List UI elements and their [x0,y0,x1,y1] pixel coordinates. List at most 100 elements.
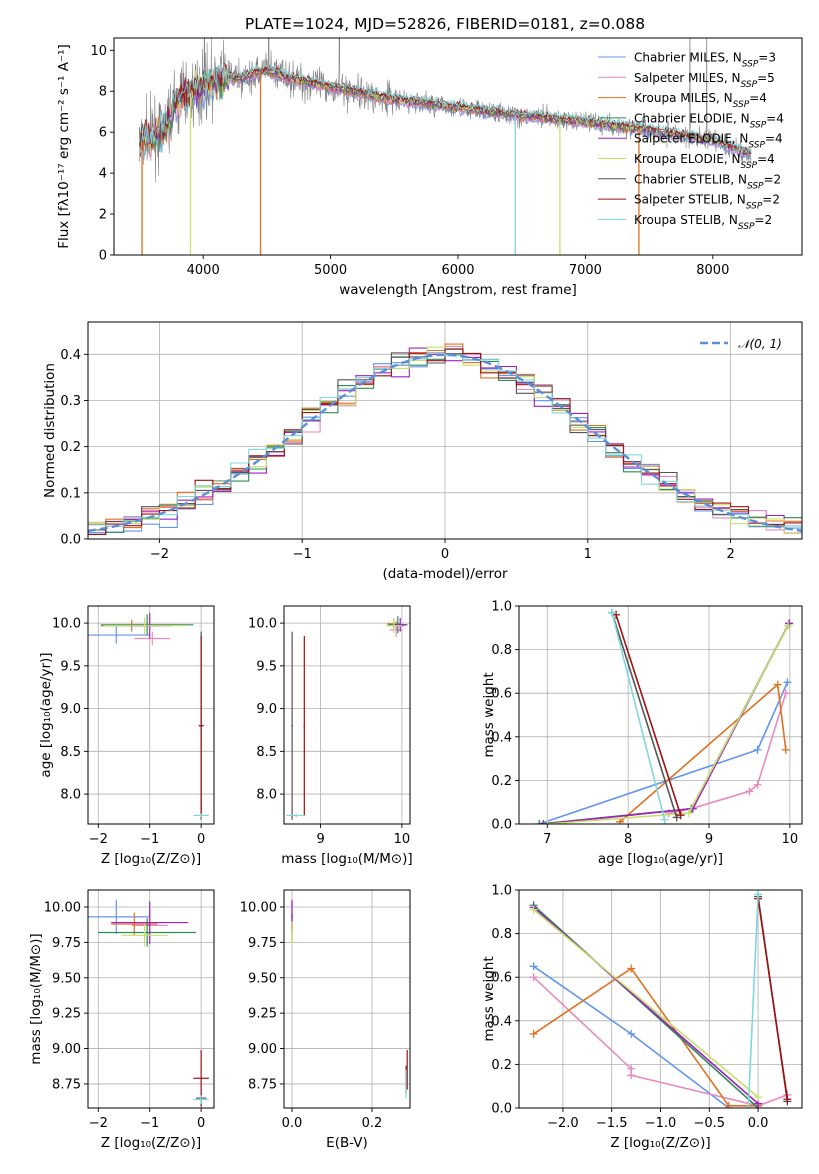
y-tick-label: 1.0 [491,884,512,899]
weight-marker-kroupa_miles [724,1101,733,1108]
y-tick-label: 8.5 [256,745,277,760]
x-tick-label: 10 [782,832,799,847]
weight-line-chabrier_stelib [611,612,678,818]
weight-marker-chabrier_elodie [535,820,544,824]
y-tick-label: 0.4 [60,348,81,363]
plot-area [291,899,408,1099]
weight-line-salpeter_stelib [615,614,682,816]
x-tick-label: 9 [705,832,713,847]
x-tick-label: 7 [543,832,551,847]
y-axis-label: mass [log₁₀(M/M⊙)] [28,933,44,1064]
axes-frame [518,889,803,1109]
y-tick-label: 10 [90,44,107,59]
x-tick-label: 2 [726,547,734,562]
y-axis-label: Normed distribution [42,363,58,498]
x-tick-label: 4000 [187,263,220,278]
x-tick-label: 9 [316,832,324,847]
x-tick-label: −1 [140,832,159,847]
panel-mass_vs_Z: −2 −1 0 8.75 9.00 9.25 9.50 9.75 10.00 Z [log₁₀(Z… [28,889,215,1151]
x-tick-label: −1 [293,547,312,562]
x-tick-label: 0.2 [362,1116,383,1131]
weight-marker-kroupa_stelib [754,890,763,899]
panel-age_vs_mass: 9 10 8.0 8.5 9.0 9.5 10.0 mass [log₁₀(M/M⊙)] [248,605,413,867]
x-tick-label: 0 [441,547,449,562]
y-tick-label: 8.0 [256,788,277,803]
x-tick-label: −2 [89,1116,108,1131]
legend-label-salpeter_miles: Salpeter MILES, NSSP=5 [634,71,775,90]
axes-frame [87,321,803,540]
weight-marker-salpeter_miles [529,973,538,982]
weight-line-salpeter_miles [668,692,787,814]
legend-label-kroupa_elodie: Kroupa ELODIE, NSSP=4 [634,152,775,171]
model-spectrum-kroupa_stelib [139,63,752,154]
weight-marker-kroupa_stelib [660,815,669,824]
weight-marker-chabrier_miles [627,1029,636,1038]
weight-marker-kroupa_elodie [754,1093,763,1102]
y-axis-label: Flux [fλ10⁻¹⁷ erg cm⁻² s⁻¹ A⁻¹] [56,44,72,249]
weight-marker-kroupa_stelib [744,1104,753,1108]
weight-line-kroupa_elodie [547,625,790,824]
axes-frame [518,605,803,825]
y-tick-label: 1.0 [491,600,512,615]
weight-line-kroupa_elodie [533,908,759,1098]
weight-line-salpeter_stelib [757,898,789,1100]
y-tick-label: 2 [99,208,107,223]
weight-marker-kroupa_miles [627,964,636,973]
weight-marker-salpeter_miles [753,780,762,789]
x-axis-label: Z [log₁₀(Z/Z⊙)] [610,1135,710,1151]
y-tick-label: 0.0 [60,533,81,548]
y-tick-label: 0.2 [60,440,81,455]
x-tick-label: 8000 [696,263,729,278]
x-tick-label: 0.0 [282,1116,303,1131]
x-tick-label: 5000 [314,263,347,278]
y-tick-label: 9.50 [52,971,81,986]
legend-label-chabrier_miles: Chabrier MILES, NSSP=3 [634,51,776,70]
y-tick-label: 6 [99,126,107,141]
y-tick-label: 8.0 [60,788,81,803]
residual-legend: 𝒩(0, 1) [700,337,782,351]
y-tick-label: 0.0 [491,1102,512,1117]
panel-mass_vs_ebv: 0.0 0.2 8.75 9.00 9.25 9.50 9.75 10.00 E(B-V) [240,889,411,1151]
weight-marker-chabrier_miles [529,962,538,971]
plot-area [535,608,794,824]
x-tick-label: −1.0 [645,1116,677,1131]
y-axis-label: age [log₁₀(age/yr)] [38,652,54,777]
axes-frame [283,605,411,825]
y-tick-label: 10.0 [248,617,277,632]
x-tick-label: −2.0 [547,1116,579,1131]
weight-line-kroupa_stelib [611,612,666,820]
axes-frame [283,889,411,1109]
y-tick-label: 0.1 [60,486,81,501]
weight-marker-kroupa_miles [773,680,782,689]
weight-marker-salpeter_stelib [676,811,685,820]
y-tick-label: 8.5 [60,745,81,760]
weight-marker-kroupa_elodie [784,621,793,630]
panel-spectrum: 4000 5000 6000 7000 8000 0 2 4 6 8 10 wavelength [A… [56,37,803,298]
y-tick-label: 9.0 [60,702,81,717]
x-tick-label: −1.5 [596,1116,628,1131]
x-axis-label: wavelength [Angstrom, rest frame] [339,282,577,298]
y-tick-label: 9.25 [52,1007,81,1022]
x-tick-label: 6000 [441,263,474,278]
weight-marker-salpeter_stelib [783,1095,792,1104]
x-tick-label: 0 [197,832,205,847]
weight-marker-kroupa_elodie [684,809,693,818]
y-tick-label: 9.5 [60,659,81,674]
weight-marker-chabrier_stelib [672,813,681,822]
x-tick-label: 7000 [569,263,602,278]
weight-marker-kroupa_miles [529,1029,538,1038]
legend-label-kroupa_stelib: Kroupa STELIB, NSSP=2 [634,213,772,232]
weight-line-salpeter_elodie [543,623,790,824]
x-tick-label: −0.5 [694,1116,726,1131]
weight-marker-salpeter_miles [745,787,754,796]
y-tick-label: 8 [99,85,107,100]
axes-frame [87,889,215,1109]
weight-line-chabrier_elodie [533,904,759,1108]
weight-marker-chabrier_miles [783,678,792,687]
y-tick-label: 0.2 [491,1058,512,1073]
x-axis-label: E(B-V) [326,1135,368,1151]
plot-area [529,890,792,1108]
y-tick-label: 10.00 [44,900,81,915]
weight-marker-kroupa_miles [781,745,790,754]
x-tick-label: 1 [584,547,592,562]
